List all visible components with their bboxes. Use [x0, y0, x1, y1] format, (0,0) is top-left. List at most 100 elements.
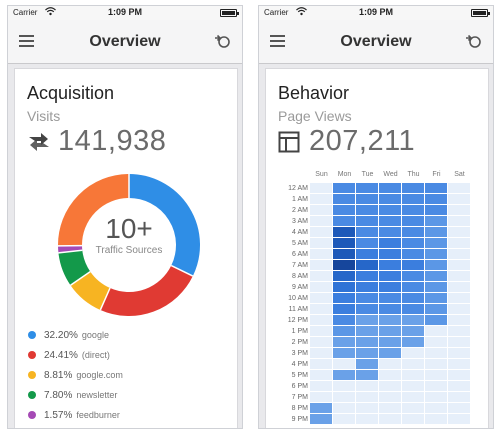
heatmap-cell[interactable]	[356, 359, 378, 369]
heatmap-cell[interactable]	[448, 216, 470, 226]
heatmap-cell[interactable]	[379, 260, 401, 270]
heatmap-cell[interactable]	[402, 315, 424, 325]
heatmap-cell[interactable]	[448, 205, 470, 215]
heatmap-cell[interactable]	[425, 392, 447, 402]
heatmap-cell[interactable]	[333, 238, 355, 248]
heatmap-cell[interactable]	[356, 370, 378, 380]
heatmap-cell[interactable]	[310, 370, 332, 380]
heatmap-cell[interactable]	[402, 260, 424, 270]
heatmap-cell[interactable]	[379, 370, 401, 380]
heatmap-cell[interactable]	[402, 348, 424, 358]
heatmap-cell[interactable]	[379, 271, 401, 281]
heatmap-cell[interactable]	[379, 293, 401, 303]
heatmap-cell[interactable]	[425, 205, 447, 215]
donut-slice-all-others-combined[interactable]	[58, 174, 130, 247]
heatmap-cell[interactable]	[425, 414, 447, 424]
heatmap-cell[interactable]	[402, 403, 424, 413]
heatmap-cell[interactable]	[356, 304, 378, 314]
heatmap-cell[interactable]	[333, 282, 355, 292]
heatmap-cell[interactable]	[425, 293, 447, 303]
heatmap-cell[interactable]	[356, 337, 378, 347]
heatmap-cell[interactable]	[448, 403, 470, 413]
heatmap-cell[interactable]	[402, 304, 424, 314]
heatmap-cell[interactable]	[310, 359, 332, 369]
heatmap-cell[interactable]	[425, 260, 447, 270]
heatmap-cell[interactable]	[333, 370, 355, 380]
heatmap-cell[interactable]	[356, 348, 378, 358]
donut-slice-google-com[interactable]	[70, 271, 111, 310]
heatmap-cell[interactable]	[356, 216, 378, 226]
heatmap-cell[interactable]	[448, 249, 470, 259]
heatmap-cell[interactable]	[425, 348, 447, 358]
heatmap-cell[interactable]	[425, 194, 447, 204]
donut-slice-newsletter[interactable]	[58, 249, 91, 286]
heatmap-cell[interactable]	[402, 238, 424, 248]
heatmap-cell[interactable]	[310, 315, 332, 325]
behavior-card[interactable]: Behavior Page Views 207,211 Sun Mon Tue Wed…	[265, 68, 489, 428]
refresh-icon[interactable]	[214, 32, 232, 50]
menu-icon[interactable]	[270, 35, 285, 47]
heatmap-cell[interactable]	[356, 194, 378, 204]
heatmap-cell[interactable]	[379, 392, 401, 402]
heatmap-cell[interactable]	[425, 403, 447, 413]
heatmap-cell[interactable]	[310, 337, 332, 347]
heatmap-cell[interactable]	[356, 414, 378, 424]
heatmap-cell[interactable]	[425, 216, 447, 226]
heatmap-cell[interactable]	[448, 293, 470, 303]
acquisition-card[interactable]: Acquisition Visits 141,938 10+ Traffic S…	[14, 68, 238, 428]
heatmap-cell[interactable]	[379, 282, 401, 292]
heatmap-cell[interactable]	[448, 282, 470, 292]
pageviews-heatmap[interactable]: Sun Mon Tue Wed Thu Fri Sat 12 AM 1 AM 2 AM 3 AM 4 …	[272, 171, 471, 425]
heatmap-cell[interactable]	[333, 359, 355, 369]
heatmap-cell[interactable]	[333, 271, 355, 281]
heatmap-cell[interactable]	[310, 183, 332, 193]
heatmap-cell[interactable]	[356, 326, 378, 336]
heatmap-cell[interactable]	[356, 249, 378, 259]
heatmap-cell[interactable]	[425, 359, 447, 369]
heatmap-cell[interactable]	[379, 315, 401, 325]
heatmap-cell[interactable]	[356, 238, 378, 248]
heatmap-cell[interactable]	[356, 315, 378, 325]
heatmap-cell[interactable]	[356, 205, 378, 215]
heatmap-cell[interactable]	[379, 194, 401, 204]
heatmap-cell[interactable]	[425, 282, 447, 292]
heatmap-cell[interactable]	[333, 249, 355, 259]
heatmap-cell[interactable]	[333, 403, 355, 413]
heatmap-cell[interactable]	[356, 403, 378, 413]
donut-slice-google[interactable]	[128, 174, 200, 277]
heatmap-cell[interactable]	[379, 304, 401, 314]
heatmap-cell[interactable]	[448, 227, 470, 237]
heatmap-cell[interactable]	[333, 304, 355, 314]
heatmap-cell[interactable]	[333, 194, 355, 204]
heatmap-cell[interactable]	[402, 282, 424, 292]
heatmap-cell[interactable]	[448, 348, 470, 358]
heatmap-cell[interactable]	[310, 260, 332, 270]
heatmap-cell[interactable]	[356, 282, 378, 292]
heatmap-cell[interactable]	[425, 381, 447, 391]
heatmap-cell[interactable]	[402, 326, 424, 336]
heatmap-cell[interactable]	[310, 293, 332, 303]
heatmap-cell[interactable]	[448, 414, 470, 424]
heatmap-cell[interactable]	[379, 337, 401, 347]
heatmap-cell[interactable]	[333, 205, 355, 215]
heatmap-cell[interactable]	[425, 238, 447, 248]
heatmap-cell[interactable]	[379, 249, 401, 259]
heatmap-cell[interactable]	[333, 216, 355, 226]
heatmap-cell[interactable]	[448, 359, 470, 369]
heatmap-cell[interactable]	[379, 238, 401, 248]
heatmap-cell[interactable]	[310, 249, 332, 259]
heatmap-cell[interactable]	[448, 315, 470, 325]
heatmap-cell[interactable]	[356, 392, 378, 402]
heatmap-cell[interactable]	[333, 348, 355, 358]
heatmap-cell[interactable]	[379, 205, 401, 215]
heatmap-cell[interactable]	[310, 392, 332, 402]
heatmap-cell[interactable]	[425, 227, 447, 237]
heatmap-cell[interactable]	[402, 337, 424, 347]
heatmap-cell[interactable]	[425, 315, 447, 325]
heatmap-cell[interactable]	[402, 392, 424, 402]
heatmap-cell[interactable]	[402, 293, 424, 303]
heatmap-cell[interactable]	[448, 271, 470, 281]
heatmap-cell[interactable]	[310, 348, 332, 358]
heatmap-cell[interactable]	[402, 227, 424, 237]
heatmap-cell[interactable]	[402, 194, 424, 204]
